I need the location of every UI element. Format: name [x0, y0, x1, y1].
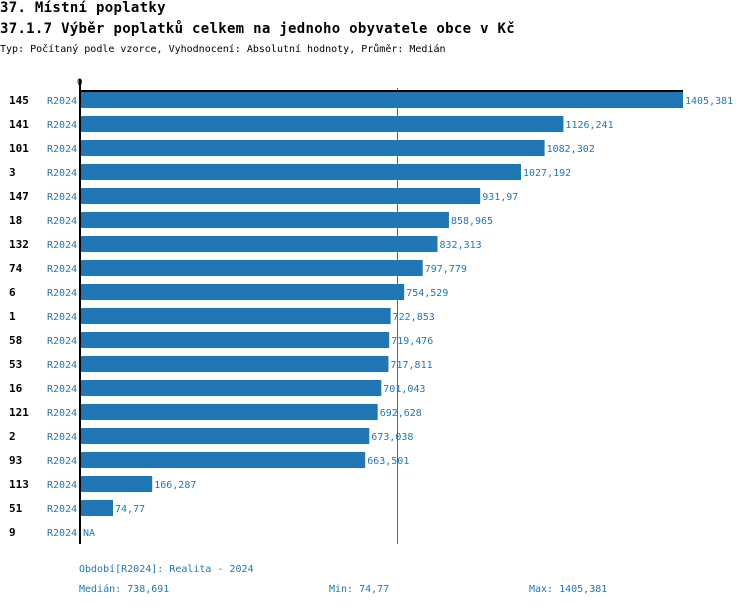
value-label: 673,038: [371, 432, 413, 443]
value-label: 797,779: [425, 264, 467, 275]
series-label: R2024: [47, 360, 77, 371]
bar: [81, 452, 366, 468]
bar: [81, 188, 481, 204]
bar: [81, 428, 370, 444]
value-label: 74,77: [115, 504, 145, 515]
bar: [81, 236, 438, 252]
value-label: 701,043: [383, 384, 425, 395]
series-label: R2024: [47, 408, 77, 419]
value-label: 832,313: [440, 240, 482, 251]
value-label: 1405,381: [685, 96, 733, 107]
value-label: 663,501: [367, 456, 409, 467]
row-label: 121: [9, 406, 29, 419]
series-label: R2024: [47, 480, 77, 491]
bar: [81, 284, 405, 300]
series-label: R2024: [47, 240, 77, 251]
row-label: 53: [9, 358, 22, 371]
row-label: 147: [9, 190, 29, 203]
series-label: R2024: [47, 216, 77, 227]
row-label: 3: [9, 166, 16, 179]
row-label: 58: [9, 334, 22, 347]
row-label: 141: [9, 118, 29, 131]
period-legend: Období[R2024]: Realita - 2024: [79, 564, 254, 575]
bar: [81, 260, 423, 276]
series-label: R2024: [47, 192, 77, 203]
bar: [81, 332, 390, 348]
series-label: R2024: [47, 264, 77, 275]
min-stat: Min: 74,77: [329, 584, 390, 595]
chart-title: 37.1.7 Výběr poplatků celkem na jednoho …: [0, 21, 515, 37]
series-label: R2024: [47, 432, 77, 443]
value-label: 692,628: [380, 408, 422, 419]
row-label: 145: [9, 94, 29, 107]
bar: [81, 140, 545, 156]
value-label: 858,965: [451, 216, 493, 227]
bar: [81, 212, 449, 228]
bar: [81, 164, 522, 180]
bar: [81, 92, 683, 108]
value-label: 719,476: [391, 336, 433, 347]
series-label: R2024: [47, 312, 77, 323]
value-label: 1082,302: [547, 144, 595, 155]
series-label: R2024: [47, 336, 77, 347]
row-label: 2: [9, 430, 16, 443]
row-label: 18: [9, 214, 22, 227]
value-label: 717,811: [390, 360, 432, 371]
row-label: 74: [9, 262, 23, 275]
value-label: 722,853: [393, 312, 435, 323]
series-label: R2024: [47, 456, 77, 467]
row-label: 6: [9, 286, 16, 299]
value-label: 931,97: [482, 192, 518, 203]
bar: [81, 356, 389, 372]
bar: [81, 308, 391, 324]
bar: [81, 500, 114, 516]
value-label: NA: [83, 528, 95, 539]
bar: [81, 476, 153, 492]
value-label: 754,529: [406, 288, 448, 299]
max-stat: Max: 1405,381: [529, 584, 608, 595]
value-label: 1027,192: [523, 168, 571, 179]
row-label: 93: [9, 454, 22, 467]
row-label: 1: [9, 310, 16, 323]
bar: [81, 380, 382, 396]
series-label: R2024: [47, 504, 77, 515]
series-label: R2024: [47, 144, 77, 155]
median-stat: Medián: 738,691: [79, 584, 170, 595]
series-label: R2024: [47, 288, 77, 299]
row-label: 9: [9, 526, 16, 539]
series-label: R2024: [47, 384, 77, 395]
row-label: 51: [9, 502, 23, 515]
series-label: R2024: [47, 96, 77, 107]
series-label: R2024: [47, 168, 77, 179]
row-label: 101: [9, 142, 29, 155]
value-label: 166,287: [154, 480, 196, 491]
value-label: 1126,241: [565, 120, 613, 131]
row-label: 16: [9, 382, 23, 395]
row-label: 132: [9, 238, 29, 251]
chart-subtitle: Typ: Počítaný podle vzorce, Vyhodnocení:…: [0, 44, 446, 55]
row-label: 113: [9, 478, 29, 491]
x-tick-label: 0: [77, 78, 82, 88]
series-label: R2024: [47, 120, 77, 131]
bar: [81, 404, 378, 420]
bar: [81, 116, 564, 132]
section-title: 37. Místní poplatky: [0, 0, 166, 16]
series-label: R2024: [47, 528, 77, 539]
